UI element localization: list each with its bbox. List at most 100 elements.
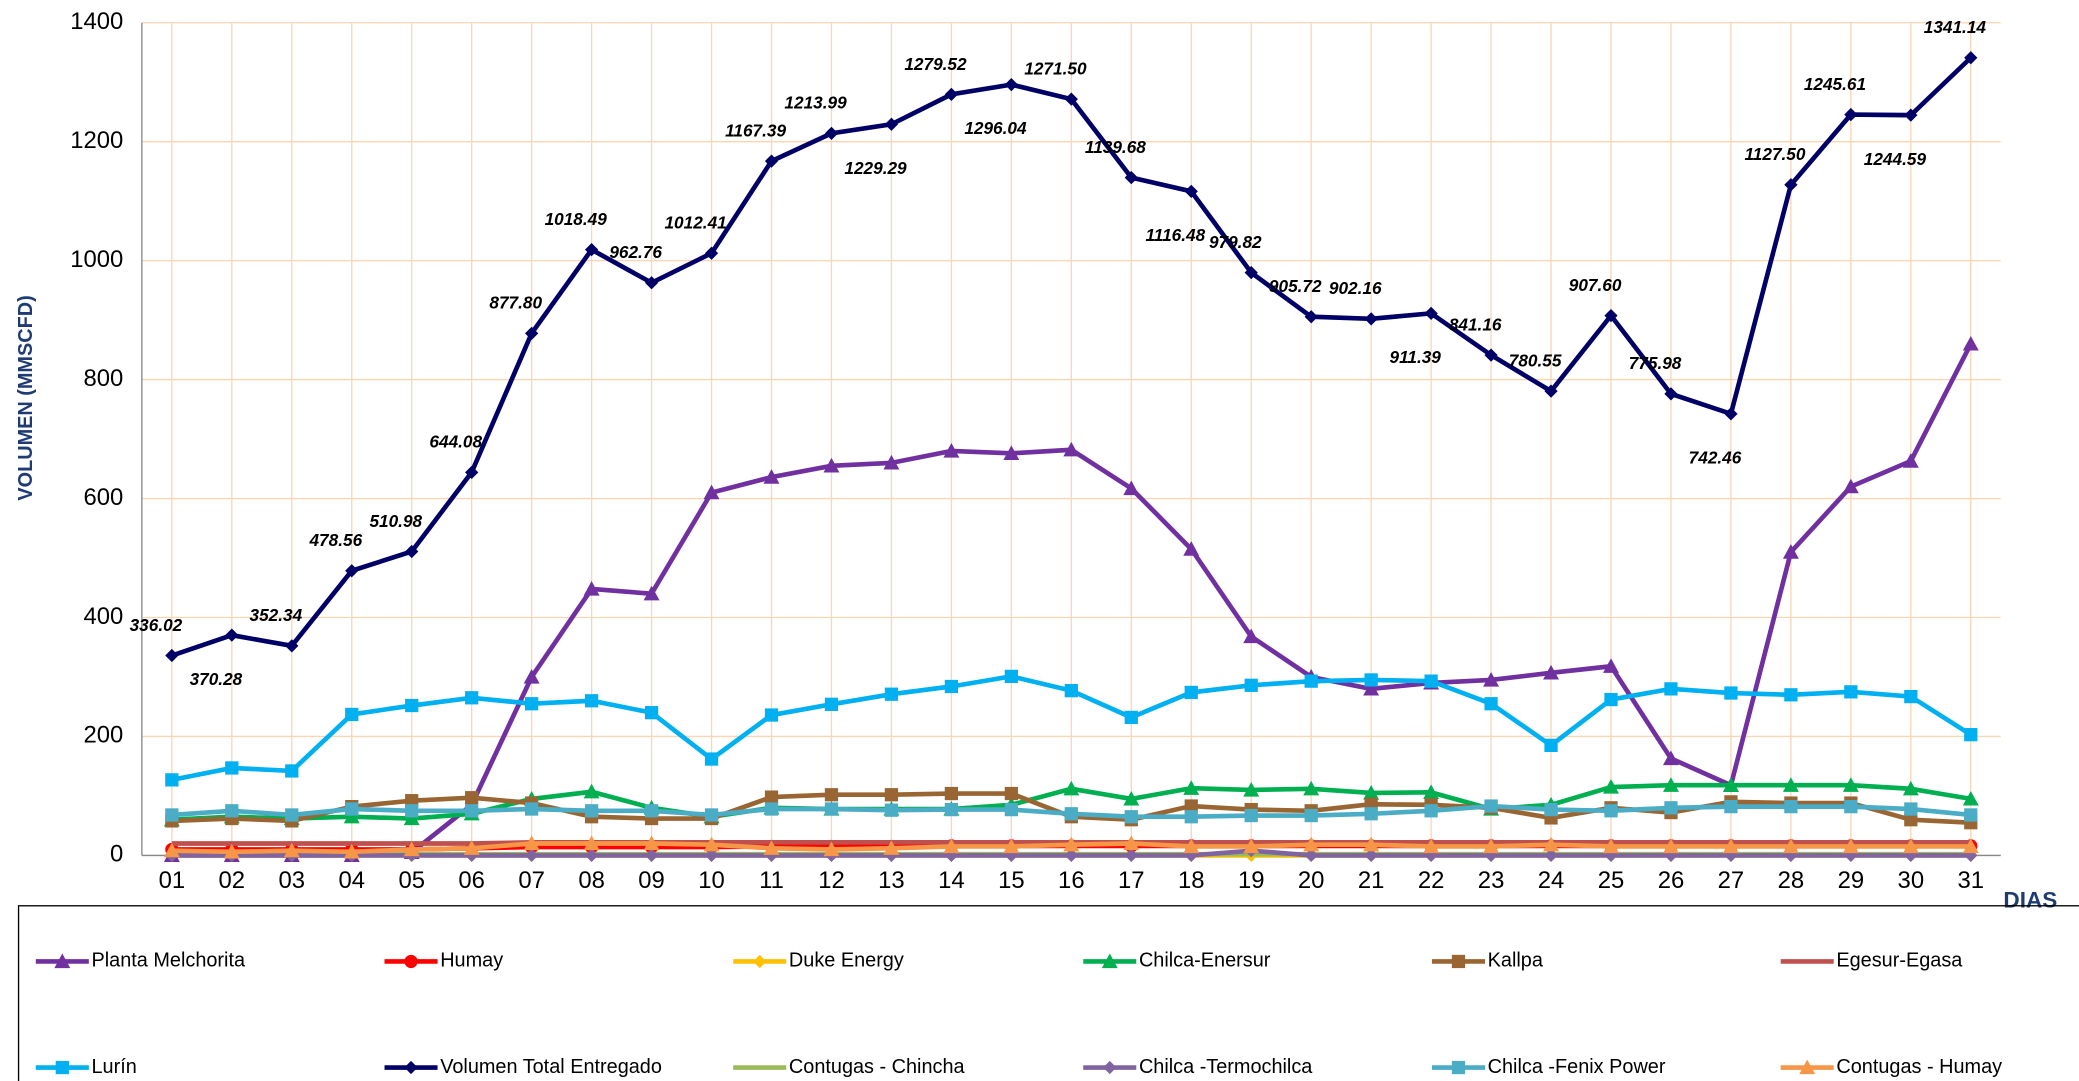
point bbox=[1244, 808, 1258, 823]
point bbox=[525, 802, 539, 816]
y-axis-title: VOLUMEN (MMSCFD) bbox=[15, 295, 37, 500]
data-label: 877.80 bbox=[489, 293, 542, 313]
point bbox=[643, 585, 660, 601]
legend-label: Duke Energy bbox=[789, 950, 904, 972]
point bbox=[584, 848, 599, 863]
legend-label: Kallpa bbox=[1488, 950, 1544, 972]
point bbox=[405, 794, 419, 808]
point bbox=[884, 788, 899, 802]
point bbox=[1484, 799, 1498, 813]
point bbox=[403, 810, 420, 826]
data-label: 962.76 bbox=[609, 242, 662, 262]
data-label: 1271.50 bbox=[1024, 59, 1087, 79]
legend-marker bbox=[1799, 1059, 1816, 1075]
point bbox=[283, 842, 300, 858]
point bbox=[1544, 384, 1558, 398]
point bbox=[764, 790, 779, 804]
x-axis-title: DIAS bbox=[2003, 888, 2057, 913]
data-label: 775.98 bbox=[1629, 353, 1682, 373]
point bbox=[1722, 838, 1739, 854]
point bbox=[1244, 266, 1258, 280]
point bbox=[1543, 664, 1559, 680]
point bbox=[1363, 836, 1380, 852]
point bbox=[1902, 780, 1919, 796]
point bbox=[944, 87, 959, 102]
x-tick-label: 08 bbox=[578, 867, 605, 894]
point bbox=[764, 802, 779, 816]
data-label: 1139.68 bbox=[1085, 137, 1146, 157]
point bbox=[703, 484, 720, 500]
x-tick-label: 22 bbox=[1418, 867, 1445, 894]
data-label: 907.60 bbox=[1569, 275, 1622, 295]
point bbox=[1064, 684, 1078, 698]
x-tick-label: 19 bbox=[1238, 867, 1265, 894]
data-label: 1018.49 bbox=[545, 209, 608, 229]
point bbox=[163, 842, 180, 858]
point bbox=[1004, 77, 1018, 92]
point bbox=[1183, 541, 1200, 556]
data-label: 1127.50 bbox=[1745, 144, 1806, 164]
point bbox=[343, 843, 360, 859]
point bbox=[1902, 453, 1919, 468]
point bbox=[1604, 692, 1618, 707]
point bbox=[1964, 808, 1978, 822]
point bbox=[1063, 441, 1080, 457]
data-label: 780.55 bbox=[1509, 351, 1562, 371]
point bbox=[1303, 836, 1320, 852]
legend-label: Lurín bbox=[91, 1056, 136, 1078]
point bbox=[1364, 673, 1378, 687]
point bbox=[1183, 838, 1200, 854]
data-label: 1245.61 bbox=[1804, 74, 1866, 94]
point bbox=[1423, 784, 1440, 799]
point bbox=[523, 835, 540, 851]
point bbox=[1304, 674, 1318, 688]
data-label: 1229.29 bbox=[844, 158, 907, 178]
legend-label: Contugas - Chincha bbox=[789, 1056, 966, 1078]
point bbox=[463, 840, 480, 855]
x-tick-label: 01 bbox=[159, 867, 186, 894]
x-tick-label: 13 bbox=[878, 867, 905, 894]
point bbox=[1904, 813, 1918, 827]
point bbox=[763, 840, 780, 855]
x-tick-label: 26 bbox=[1658, 867, 1685, 894]
point bbox=[1544, 802, 1558, 817]
y-tick-label: 1000 bbox=[70, 246, 123, 273]
data-label: 644.08 bbox=[429, 432, 482, 452]
point bbox=[1904, 108, 1918, 122]
point bbox=[165, 648, 179, 663]
point bbox=[883, 454, 900, 470]
point bbox=[824, 126, 839, 140]
point bbox=[824, 802, 839, 816]
point bbox=[1663, 750, 1679, 766]
point bbox=[1782, 777, 1799, 792]
point bbox=[1243, 838, 1260, 854]
point bbox=[1544, 848, 1558, 863]
data-label: 336.02 bbox=[130, 615, 183, 635]
legend-box bbox=[17, 905, 2079, 1081]
data-label: 841.16 bbox=[1449, 314, 1502, 334]
x-tick-label: 06 bbox=[458, 867, 485, 894]
point bbox=[1363, 784, 1380, 800]
point bbox=[943, 443, 960, 458]
point bbox=[583, 580, 600, 596]
point bbox=[1962, 838, 1979, 854]
data-label: 1296.04 bbox=[964, 118, 1027, 138]
point bbox=[1722, 777, 1739, 792]
point bbox=[764, 708, 779, 722]
legend-marker bbox=[753, 954, 767, 969]
point bbox=[1782, 544, 1799, 559]
point bbox=[1004, 669, 1018, 684]
point bbox=[1124, 848, 1138, 863]
x-tick-label: 15 bbox=[998, 867, 1025, 894]
legend-label: Contugas - Humay bbox=[1836, 1056, 2002, 1078]
point bbox=[345, 802, 359, 816]
point bbox=[1724, 800, 1738, 814]
point bbox=[1663, 838, 1679, 854]
y-tick-label: 800 bbox=[83, 365, 123, 392]
point bbox=[1364, 848, 1378, 863]
point bbox=[1124, 710, 1138, 725]
point bbox=[1962, 790, 1979, 806]
point bbox=[1424, 674, 1438, 688]
point bbox=[704, 246, 719, 260]
